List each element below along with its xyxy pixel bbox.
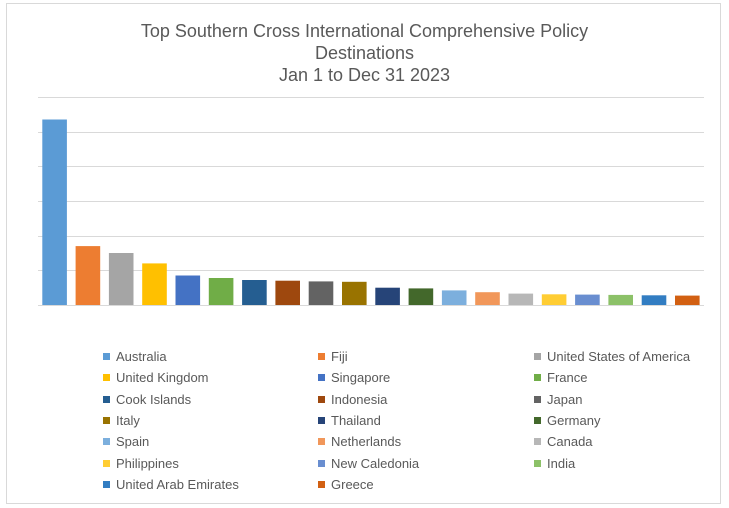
legend-swatch bbox=[534, 438, 541, 446]
bar-japan bbox=[308, 281, 334, 305]
legend-item: Greece bbox=[318, 477, 374, 492]
legend-item: New Caledonia bbox=[318, 456, 419, 471]
legend-label: United Arab Emirates bbox=[116, 476, 239, 492]
bars bbox=[38, 119, 704, 306]
legend-item: United States of America bbox=[534, 349, 690, 364]
legend-label: United Kingdom bbox=[116, 370, 209, 386]
chart-title-line-2: Destinations bbox=[314, 43, 415, 63]
legend-label: United States of America bbox=[547, 349, 691, 364]
legend-item: Singapore bbox=[318, 370, 390, 385]
legend-item: Fiji bbox=[318, 349, 348, 364]
bar-singapore bbox=[175, 275, 201, 305]
legend-label: Germany bbox=[547, 412, 601, 428]
legend-item: Thailand bbox=[318, 413, 381, 428]
legend-item: Germany bbox=[534, 413, 600, 428]
legend-swatch bbox=[318, 353, 325, 360]
legend-swatch bbox=[318, 395, 325, 403]
legend-swatch bbox=[103, 480, 110, 488]
bar-france bbox=[208, 278, 234, 305]
legend-swatch bbox=[103, 416, 110, 424]
legend-label: Indonesia bbox=[331, 391, 388, 407]
legend-item: Canada bbox=[534, 434, 593, 449]
legend-swatch bbox=[534, 395, 541, 403]
legend-swatch bbox=[103, 459, 110, 467]
legend-item: Australia bbox=[103, 349, 167, 364]
legend-label: Italy bbox=[116, 412, 140, 428]
legend-swatch bbox=[318, 480, 325, 488]
bar-italy bbox=[342, 281, 367, 305]
bar-indonesia bbox=[275, 280, 300, 305]
bar-united-kingdom bbox=[142, 263, 167, 305]
legend-swatch bbox=[534, 374, 541, 382]
legend-label: Spain bbox=[116, 434, 150, 450]
bar-united-arab-emirates bbox=[641, 295, 667, 305]
legend-label: Fiji bbox=[331, 349, 348, 364]
legend-label: Australia bbox=[116, 349, 167, 364]
legend-label: Philippines bbox=[116, 455, 179, 471]
legend-swatch bbox=[534, 416, 541, 424]
bar-germany bbox=[408, 288, 434, 305]
legend-item: France bbox=[534, 370, 587, 385]
legend-label: Canada bbox=[547, 434, 593, 450]
legend-swatch bbox=[103, 438, 110, 446]
legend-item: Netherlands bbox=[318, 434, 401, 449]
legend-label: Cook Islands bbox=[116, 391, 192, 407]
legend-label: Japan bbox=[547, 391, 583, 407]
bar-thailand bbox=[375, 287, 400, 305]
bar-cook-islands bbox=[242, 280, 267, 305]
legend-swatch bbox=[318, 459, 325, 467]
legend-item: United Kingdom bbox=[103, 370, 209, 385]
chart-title: Top Southern Cross International Compreh… bbox=[0, 20, 729, 86]
legend-label: New Caledonia bbox=[331, 455, 420, 471]
legend-label: Thailand bbox=[331, 412, 381, 428]
legend-label: Netherlands bbox=[331, 434, 402, 450]
bar-india bbox=[608, 294, 633, 305]
legend-item: United Arab Emirates bbox=[103, 477, 239, 492]
legend-item: Japan bbox=[534, 392, 582, 407]
bar-australia bbox=[42, 119, 67, 305]
bar-spain bbox=[441, 290, 467, 305]
bar-new-caledonia bbox=[575, 294, 600, 305]
bar-netherlands bbox=[475, 292, 500, 305]
legend-swatch bbox=[534, 353, 541, 360]
gridlines bbox=[38, 97, 704, 306]
legend-label: France bbox=[547, 370, 588, 386]
legend-item: Indonesia bbox=[318, 392, 387, 407]
legend-swatch bbox=[103, 353, 110, 360]
legend-label: Greece bbox=[331, 476, 374, 492]
bar-united-states-of-america bbox=[108, 253, 134, 305]
legend-item: Cook Islands bbox=[103, 392, 191, 407]
legend-swatch bbox=[318, 374, 325, 382]
legend-swatch bbox=[103, 374, 110, 382]
legend-label: Singapore bbox=[331, 370, 391, 386]
chart-title-line-1: Top Southern Cross International Compreh… bbox=[140, 21, 589, 41]
bar-fiji bbox=[75, 246, 101, 305]
bar-greece bbox=[675, 295, 700, 305]
bar-canada bbox=[508, 293, 534, 305]
legend-label: India bbox=[547, 455, 576, 471]
chart-title-line-3: Jan 1 to Dec 31 2023 bbox=[278, 65, 451, 85]
legend-item: Philippines bbox=[103, 456, 179, 471]
legend-swatch bbox=[103, 395, 110, 403]
legend-item: Spain bbox=[103, 434, 149, 449]
legend-swatch bbox=[318, 416, 325, 424]
bar-philippines bbox=[541, 294, 567, 305]
legend-swatch bbox=[534, 459, 541, 467]
legend-swatch bbox=[318, 438, 325, 446]
legend-item: Italy bbox=[103, 413, 140, 428]
legend-item: India bbox=[534, 456, 575, 471]
